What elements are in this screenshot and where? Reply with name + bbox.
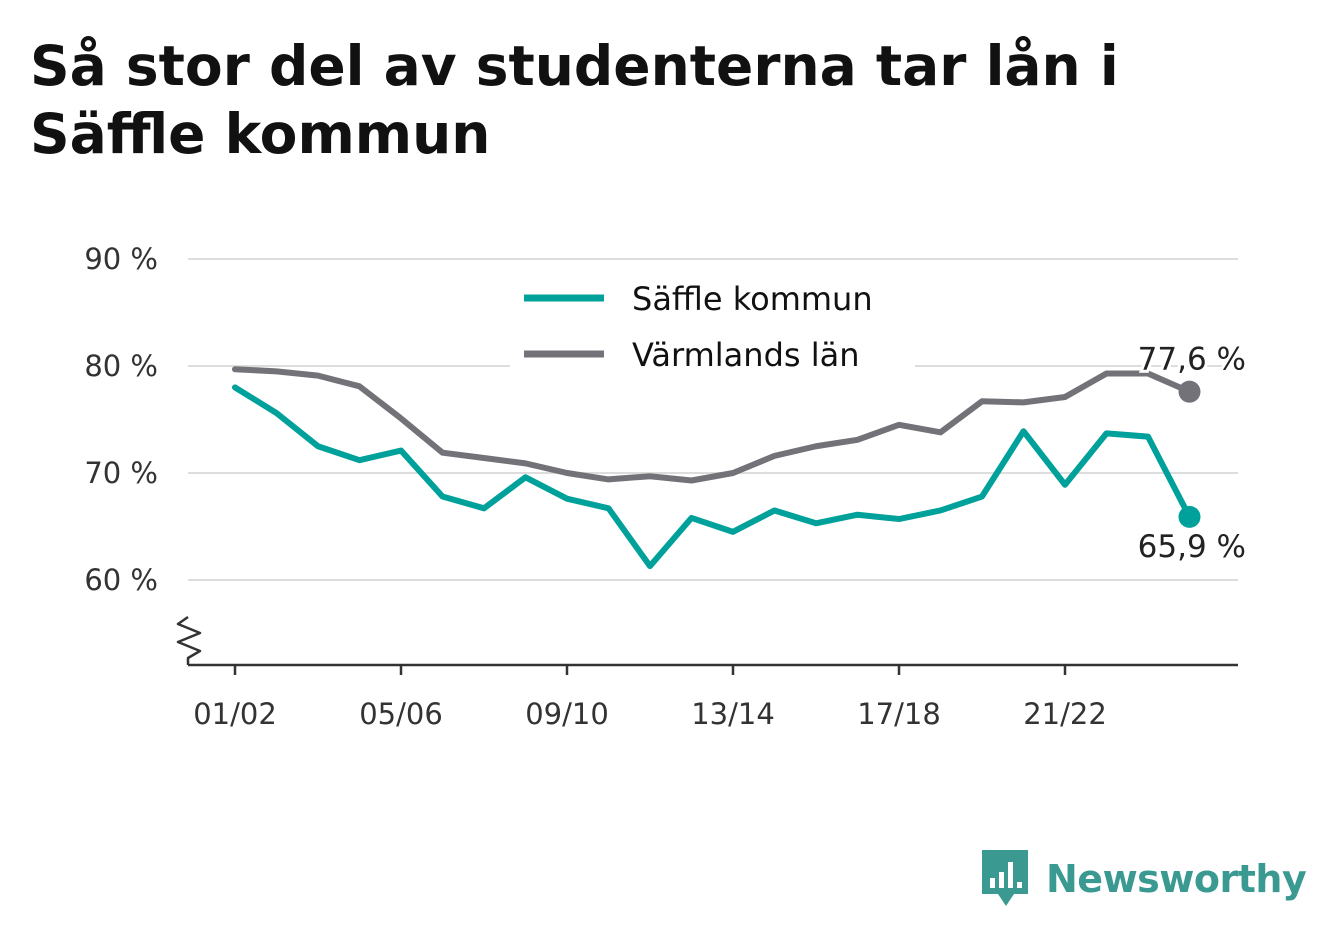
end-value-label: 77,6 % [1138,342,1246,378]
y-tick-label: 70 % [84,456,158,490]
x-tick-label: 09/10 [525,697,609,731]
x-tick-label: 05/06 [359,697,443,731]
series-line-saffle [232,384,1193,570]
axes: 60 % 70 % 80 % 90 % 01/02 05/06 09/10 13/14 17/1… [84,242,1238,731]
x-tick-label: 13/14 [691,697,775,731]
series-lines [232,366,1201,570]
brand-name: Newsworthy [1046,857,1307,901]
end-labels: 65,9 % 77,6 % [1135,339,1249,568]
legend-label: Värmlands län [632,336,860,374]
end-value-label: 65,9 % [1138,529,1246,565]
brand-logo: Newsworthy [980,848,1307,910]
legend: Säffle kommun Värmlands län [510,272,915,374]
y-tick-label: 60 % [84,563,158,597]
end-point-marker [1178,380,1201,403]
x-tick-label: 17/18 [857,697,941,731]
page-title: Så stor del av studenterna tar lån i Säf… [30,34,1119,166]
axis-break-icon [176,615,202,665]
x-tick-label: 01/02 [193,697,277,731]
x-tick-label: 21/22 [1023,697,1107,731]
y-tick-label: 80 % [84,349,158,383]
series-line-varmland [232,366,1193,484]
y-tick-label: 90 % [84,242,158,276]
end-point-marker [1178,505,1201,528]
newsworthy-logo-icon [982,850,1028,906]
legend-label: Säffle kommun [632,280,873,318]
